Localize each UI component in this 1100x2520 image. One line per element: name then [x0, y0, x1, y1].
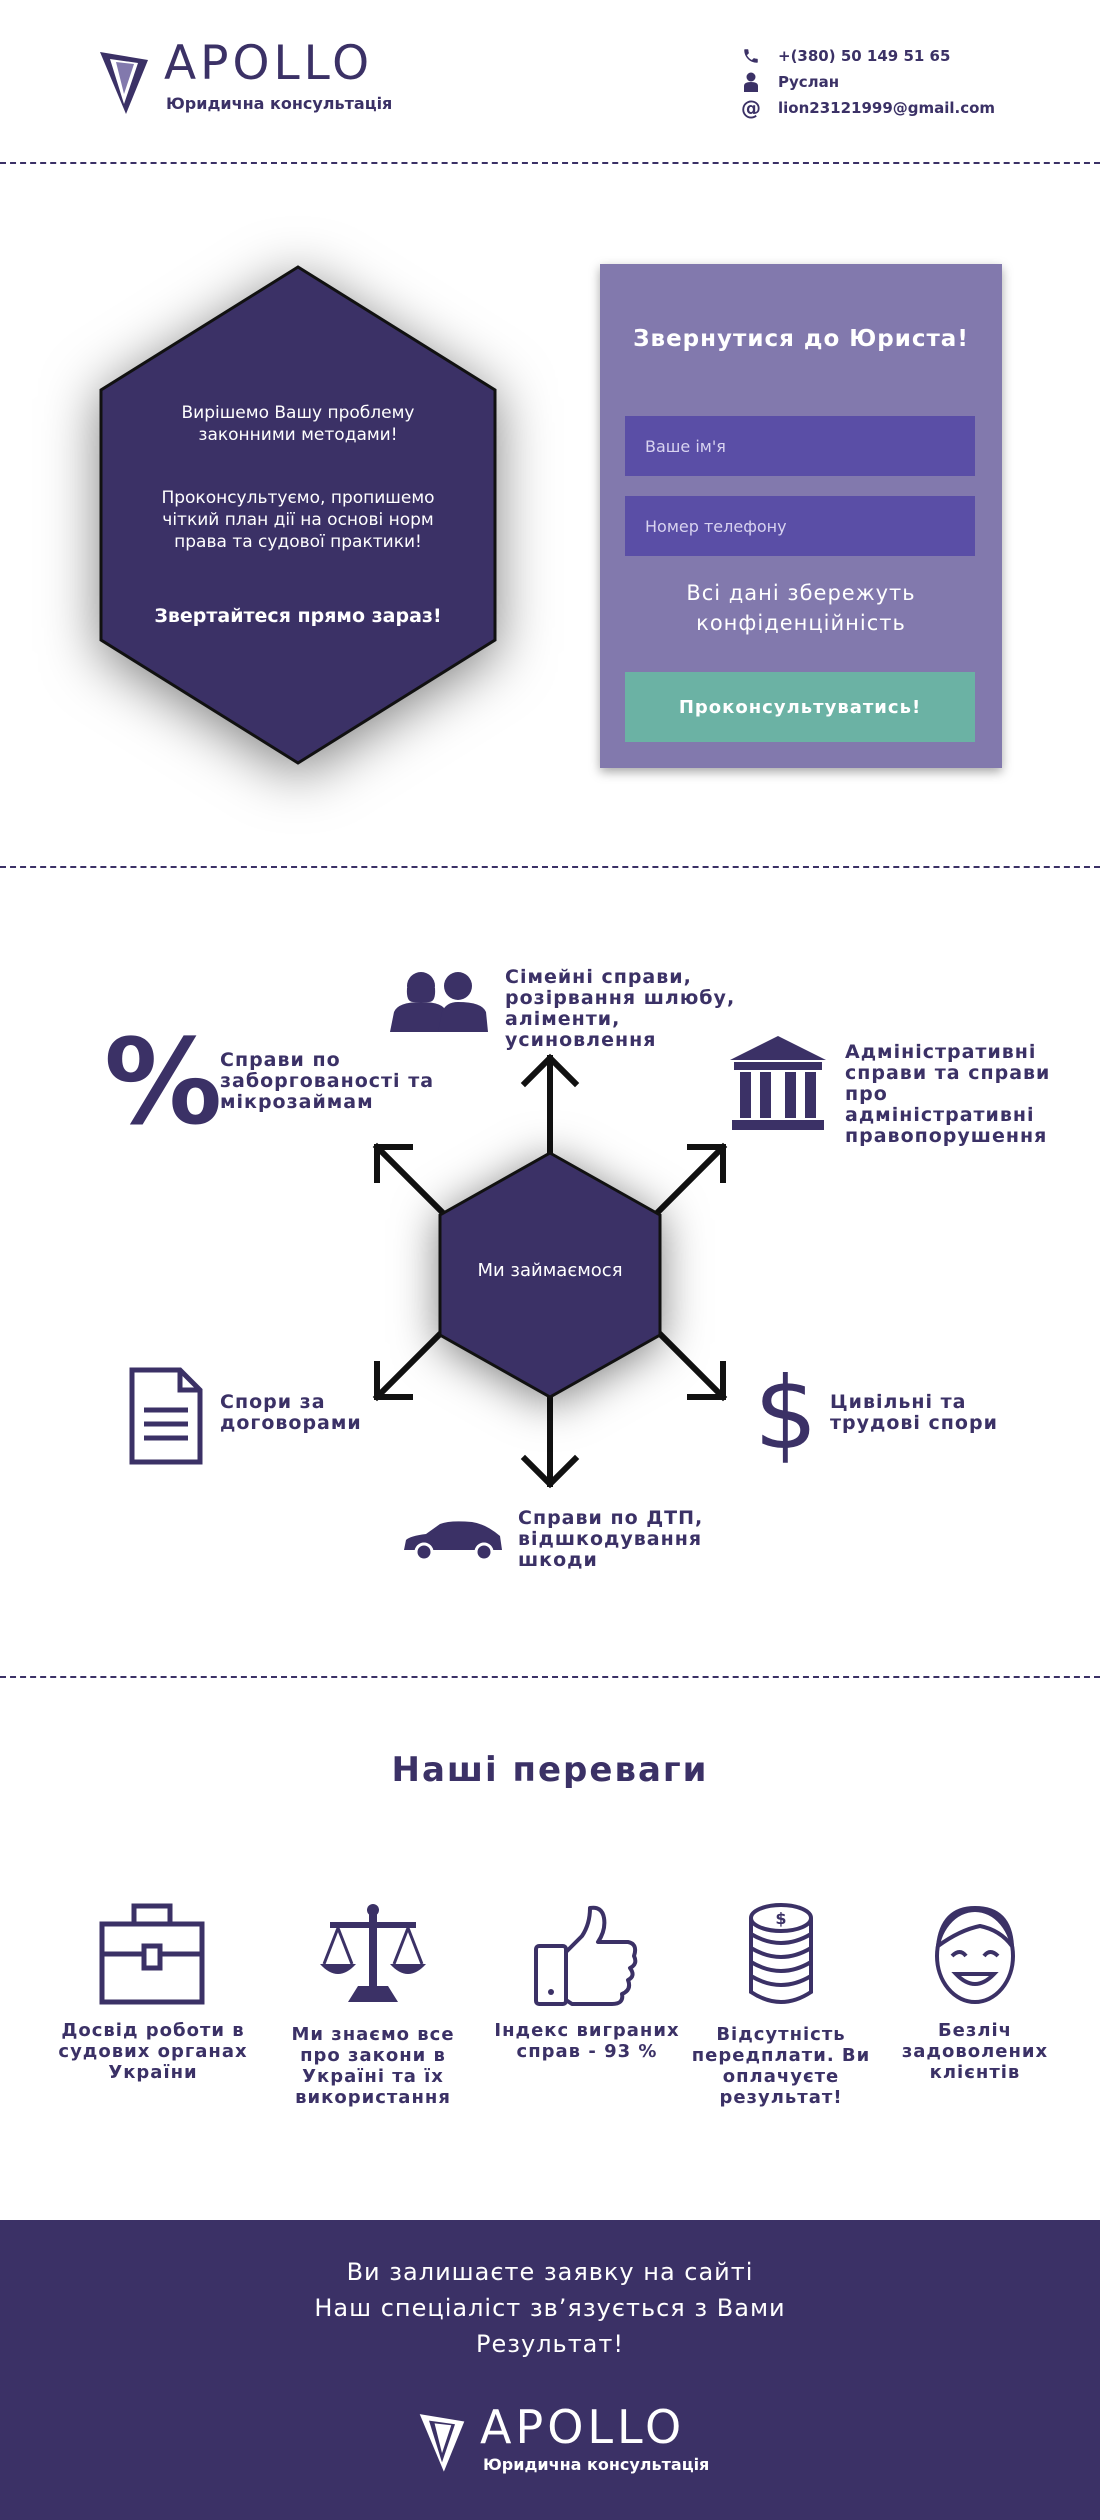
consultation-form: Звернутися до Юриста! Всі дані збережуть… [600, 264, 1002, 768]
advantage-text: Безліч задоволених клієнтів [901, 2020, 1049, 2083]
submit-consultation-button[interactable]: Проконсультуватись! [625, 672, 975, 742]
brand-logo-icon[interactable] [96, 46, 152, 116]
service-family-label: Сімейні справи, розірвання шлюбу, алімен… [505, 966, 736, 1051]
privacy-note: Всі дані збережуть конфіденційність [686, 581, 916, 635]
contact-phone[interactable]: +(380) 50 149 51 65 [738, 44, 950, 68]
footer-brand-tagline: Юридична консультація [483, 2455, 710, 2474]
contact-name: Руслан [778, 73, 840, 91]
footer-step-3: Результат! [476, 2330, 624, 2358]
advantages-title: Наші переваги [391, 1750, 709, 1790]
hero-hexagon [98, 265, 498, 765]
service-civil-label: Цивільні та трудові спори [830, 1391, 998, 1434]
advantage-text: Відсутність передплати. Ви оплачуєте рез… [691, 2024, 871, 2108]
advantage-text: Індекс виграних справ - 93 % [494, 2020, 680, 2062]
section-divider [0, 866, 1100, 868]
phone-input[interactable] [625, 496, 975, 556]
services-center-label: Ми займаємося [477, 1260, 623, 1281]
scales-icon [320, 1904, 426, 2002]
contact-person: Руслан [738, 70, 839, 94]
email-address[interactable]: lion23121999@gmail.com [778, 99, 996, 117]
happy-client-icon [935, 1905, 1015, 2004]
footer-step-1: Ви залишаєте заявку на сайті [346, 2258, 754, 2286]
svg-text:$: $ [775, 1909, 786, 1928]
contact-email[interactable]: @ lion23121999@gmail.com [738, 96, 995, 120]
section-divider [0, 1676, 1100, 1678]
services-center-hexagon [420, 1145, 680, 1405]
service-arrows [372, 1053, 728, 1489]
brand-name[interactable]: APOLLO [164, 36, 374, 91]
service-debts-label: Справи по заборгованості та мікрозаймам [220, 1049, 435, 1113]
phone-number[interactable]: +(380) 50 149 51 65 [778, 47, 951, 65]
at-sign-icon: @ [741, 96, 761, 120]
service-contracts-label: Спори за договорами [220, 1391, 362, 1434]
coins-icon: $ [749, 1903, 813, 2004]
advantage-text: Досвід роботи в судових органах України [58, 2020, 248, 2083]
hero-line-2: Проконсультуємо, пропишемо чіткий план д… [161, 488, 435, 552]
footer-logo-icon[interactable] [416, 2408, 468, 2474]
brand-tagline: Юридична консультація [166, 94, 393, 113]
service-traffic-label: Справи по ДТП, відшкодування шкоди [518, 1507, 704, 1571]
hero-call-to-action: Звертайтеся прямо зараз! [154, 605, 442, 627]
dollar-icon: $ [754, 1355, 818, 1472]
footer-step-2: Наш спеціаліст зв’язується з Вами [314, 2294, 786, 2322]
hero-line-1: Вирішемо Вашу проблему законними методам… [181, 403, 415, 445]
percent-icon: % [104, 1013, 223, 1151]
section-divider [0, 162, 1100, 164]
footer-brand-name[interactable]: APOLLO [480, 2400, 686, 2454]
advantage-text: Ми знаємо все про закони в Україні та їх… [291, 2024, 455, 2108]
service-administrative-label: Адміністративні справи та справи про адм… [845, 1041, 1051, 1147]
person-icon [738, 72, 764, 92]
form-title: Звернутися до Юриста! [633, 326, 969, 352]
family-icon [390, 972, 488, 1032]
name-input[interactable] [625, 416, 975, 476]
phone-icon [738, 46, 764, 66]
courthouse-icon [730, 1036, 826, 1130]
briefcase-icon [99, 1903, 205, 2005]
footer [0, 2220, 1100, 2520]
car-icon [404, 1521, 502, 1562]
document-icon [129, 1367, 203, 1465]
thumbs-up-icon [534, 1905, 638, 2006]
